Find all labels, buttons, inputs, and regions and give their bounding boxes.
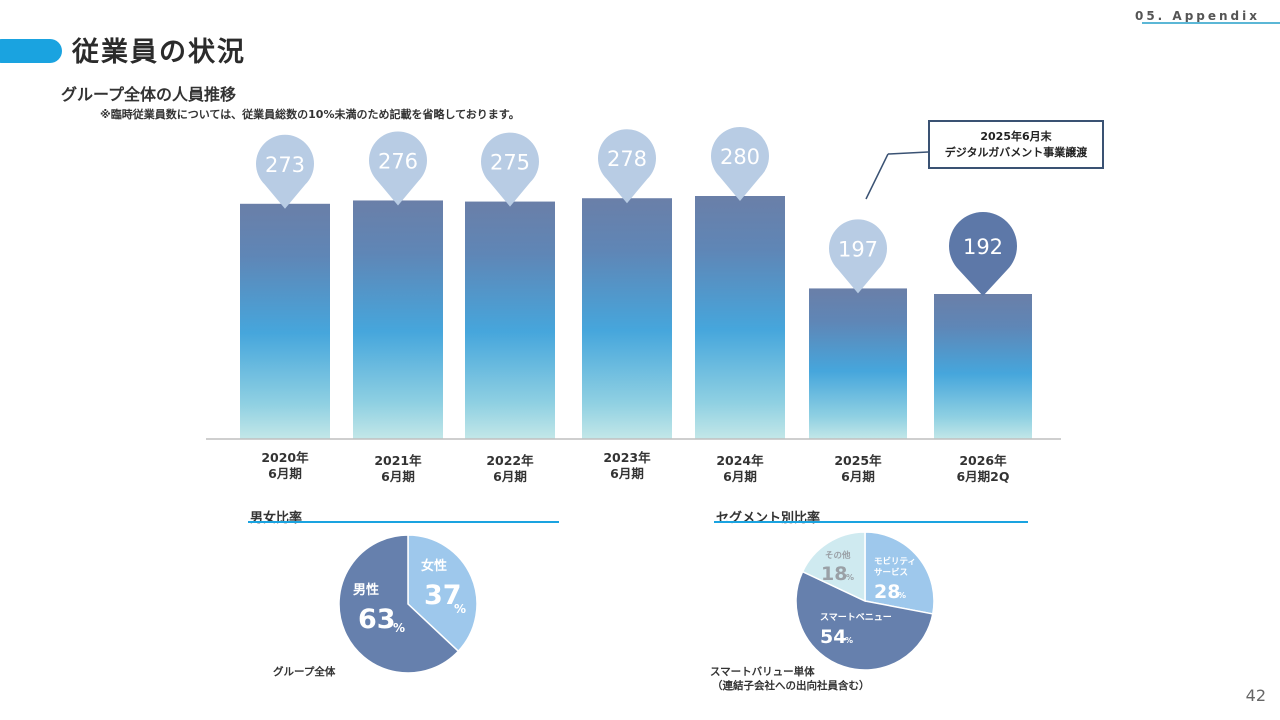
bar-4: [695, 196, 785, 439]
other-label: その他: [825, 550, 851, 561]
gender-slice-1: [338, 534, 460, 674]
female-value: 37: [424, 580, 462, 611]
value-label-1: 276: [378, 149, 418, 173]
callout-line1: 2025年6月末: [980, 130, 1052, 143]
title-accent-bar: [0, 39, 62, 63]
x-tick-label-3: 2023年 6月期: [603, 450, 651, 481]
gender-caption: グループ全体: [273, 666, 336, 678]
segment-ratio-underline: [714, 521, 1028, 523]
gender-slice-0: [407, 534, 478, 653]
value-pin-2: [480, 132, 539, 207]
headcount-bar-chart: 273 2020年 6月期 276 2021年 6月期 275 2022年 6月期 278 2023…: [206, 126, 1061, 484]
segment-ratio-title: セグメント別比率: [716, 511, 821, 526]
x-tick-label-4: 2024年 6月期: [716, 453, 764, 484]
value-label-2: 275: [490, 151, 530, 175]
other-unit: %: [846, 573, 854, 582]
transfer-callout: 2025年6月末 デジタルガバメント事業譲渡: [928, 120, 1104, 169]
page-title: 従業員の状況: [72, 37, 246, 68]
value-label-5: 197: [838, 237, 878, 261]
bar-2: [465, 201, 555, 439]
venue-value: 54: [820, 626, 846, 648]
bar-1: [353, 200, 443, 439]
x-tick-label-0: 2020年 6月期: [261, 450, 309, 481]
segment-slice-2: [801, 531, 866, 603]
footnote: ※臨時従業員数については、従業員総数の10%未満のため記載を省略しております。: [100, 108, 520, 121]
section-label: 05. Appendix: [1134, 9, 1260, 23]
male-value: 63: [358, 604, 396, 635]
mobility-value: 28: [874, 581, 900, 603]
male-label: 男性: [353, 582, 379, 598]
female-unit: %: [454, 602, 466, 616]
value-label-3: 278: [607, 147, 647, 171]
male-unit: %: [393, 621, 405, 635]
x-tick-label-6: 2026年 6月期2Q: [956, 453, 1009, 484]
mobility-unit: %: [898, 591, 906, 600]
segment-pie-chart: モビリティサービス 28% スマートベニュー 54% その他 18%: [795, 531, 935, 671]
segment-slice-0: [864, 531, 935, 615]
gender-ratio-title: 男女比率: [250, 511, 303, 526]
x-tick-label-2: 2022年 6月期: [486, 453, 534, 484]
value-label-6: 192: [963, 235, 1003, 259]
venue-label: スマートベニュー: [820, 612, 892, 623]
value-pin-4: [710, 126, 769, 201]
callout-line2: デジタルガバメント事業譲渡: [944, 146, 1088, 159]
venue-unit: %: [845, 636, 853, 645]
mobility-label: モビリティサービス: [874, 556, 916, 578]
segment-caption-2: （連結子会社への出向社員含む）: [712, 680, 870, 692]
x-tick-label-5: 2025年 6月期: [834, 453, 882, 484]
value-label-0: 273: [265, 153, 305, 177]
bar-0: [240, 203, 330, 439]
gender-ratio-underline: [248, 521, 559, 523]
value-pin-0: [256, 134, 314, 209]
segment-slice-1: [795, 570, 934, 671]
page-number: 42: [1245, 686, 1266, 705]
callout-leader-2: [887, 151, 929, 155]
segment-caption-1: スマートバリュー単体: [710, 666, 815, 678]
value-pin-5: [828, 219, 887, 294]
callout-leader: [865, 153, 889, 200]
female-label: 女性: [421, 558, 447, 574]
value-label-4: 280: [720, 145, 760, 169]
bar-3: [582, 198, 672, 439]
value-pin-6: [949, 212, 1017, 296]
value-pin-1: [369, 131, 428, 206]
section-underline: [1142, 22, 1280, 24]
x-tick-label-1: 2021年 6月期: [374, 453, 422, 484]
gender-pie-chart: 女性 37% 男性 63%: [338, 534, 478, 674]
value-pin-3: [598, 129, 656, 204]
bar-6: [934, 294, 1032, 439]
bar-5: [809, 288, 907, 439]
other-value: 18: [821, 563, 847, 585]
chart-subtitle: グループ全体の人員推移: [61, 85, 237, 104]
